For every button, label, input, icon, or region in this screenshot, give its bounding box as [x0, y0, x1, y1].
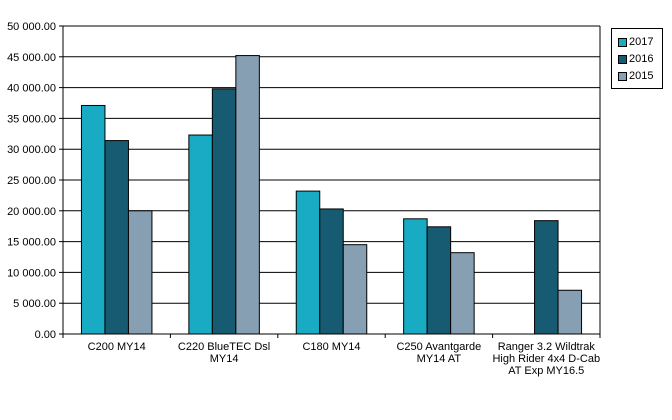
legend-swatch-2015 — [618, 71, 627, 81]
bar-2016-4 — [426, 226, 452, 335]
x-tick-label-line: C180 MY14 — [302, 341, 360, 353]
x-tick-label: Ranger 3.2 Wildtrak High Rider 4x4 D-Cab A… — [492, 341, 600, 377]
y-tick-label: 15 000.00 — [7, 237, 56, 249]
legend-label-2016: 2016 — [629, 53, 654, 65]
legend-swatch-2016 — [618, 54, 627, 64]
x-tick-label-line: MY14 AT — [417, 353, 462, 365]
x-tick-label: C220 BlueTEC Dsl MY14 — [178, 341, 270, 365]
bar-2016-2 — [211, 88, 237, 335]
y-tick-label: 25 000.00 — [7, 175, 56, 187]
bar-2016-1 — [104, 140, 129, 335]
bar-2015-2 — [235, 55, 260, 335]
bar-2017-1 — [80, 104, 106, 335]
y-tick-label: 45 000.00 — [7, 52, 56, 64]
legend-item-2015: 2015 — [618, 69, 653, 83]
y-tick-label: 35 000.00 — [7, 113, 56, 125]
x-tick-label: C180 MY14 — [302, 341, 360, 353]
bar-2017-2 — [188, 134, 213, 335]
bar-2015-1 — [127, 210, 153, 335]
legend-item-2016: 2016 — [618, 52, 653, 66]
bar-2016-5 — [534, 220, 559, 335]
x-tick-label: C200 MY14 — [88, 341, 146, 353]
bar-2015-3 — [342, 244, 368, 335]
x-tick-label-line: C220 BlueTEC Dsl — [178, 341, 270, 353]
y-tick-label: 0.00 — [35, 329, 56, 341]
y-tick-label: 5 000.00 — [13, 298, 56, 310]
y-tick-label: 40 000.00 — [7, 83, 56, 95]
y-tick-label: 10 000.00 — [7, 267, 56, 279]
legend-label-2017: 2017 — [629, 36, 654, 48]
y-tick-label: 20 000.00 — [7, 206, 56, 218]
x-tick-label-line: High Rider 4x4 D-Cab — [492, 353, 600, 365]
x-tick-label-line: AT Exp MY16.5 — [508, 365, 584, 377]
y-tick-label: 30 000.00 — [7, 144, 56, 156]
legend: 2017 2016 2015 — [611, 28, 663, 89]
bar-2015-5 — [557, 289, 583, 335]
legend-label-2015: 2015 — [629, 70, 654, 82]
x-tick-label-line: C250 Avantgarde — [396, 341, 481, 353]
x-tick-label: C250 Avantgarde MY14 AT — [396, 341, 481, 365]
bar-2017-3 — [295, 190, 321, 335]
bar-2016-3 — [319, 208, 344, 335]
x-tick-label-line: Ranger 3.2 Wildtrak — [498, 341, 596, 353]
legend-swatch-2017 — [618, 37, 627, 47]
x-tick-label-line: C200 MY14 — [88, 341, 146, 353]
y-tick-label: 50 000.00 — [7, 21, 56, 33]
bar-2015-4 — [450, 252, 475, 335]
legend-item-2017: 2017 — [618, 35, 653, 49]
x-tick-label-line: MY14 — [210, 353, 239, 365]
bar-2017-4 — [403, 218, 428, 335]
